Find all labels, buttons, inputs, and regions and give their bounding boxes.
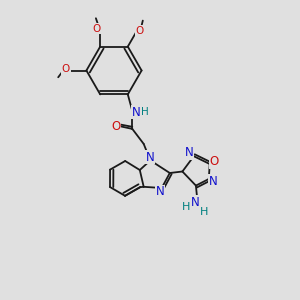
Text: N: N — [209, 175, 218, 188]
Text: O: O — [111, 120, 120, 133]
Text: H: H — [182, 202, 190, 212]
Text: N: N — [156, 185, 165, 198]
Text: O: O — [210, 155, 219, 168]
Text: O: O — [136, 26, 144, 36]
Text: N: N — [146, 151, 155, 164]
Text: O: O — [62, 64, 70, 74]
Text: H: H — [141, 107, 149, 117]
Text: N: N — [131, 106, 140, 119]
Text: H: H — [200, 207, 208, 217]
Text: N: N — [190, 196, 200, 208]
Text: N: N — [185, 146, 194, 159]
Text: O: O — [92, 24, 100, 34]
